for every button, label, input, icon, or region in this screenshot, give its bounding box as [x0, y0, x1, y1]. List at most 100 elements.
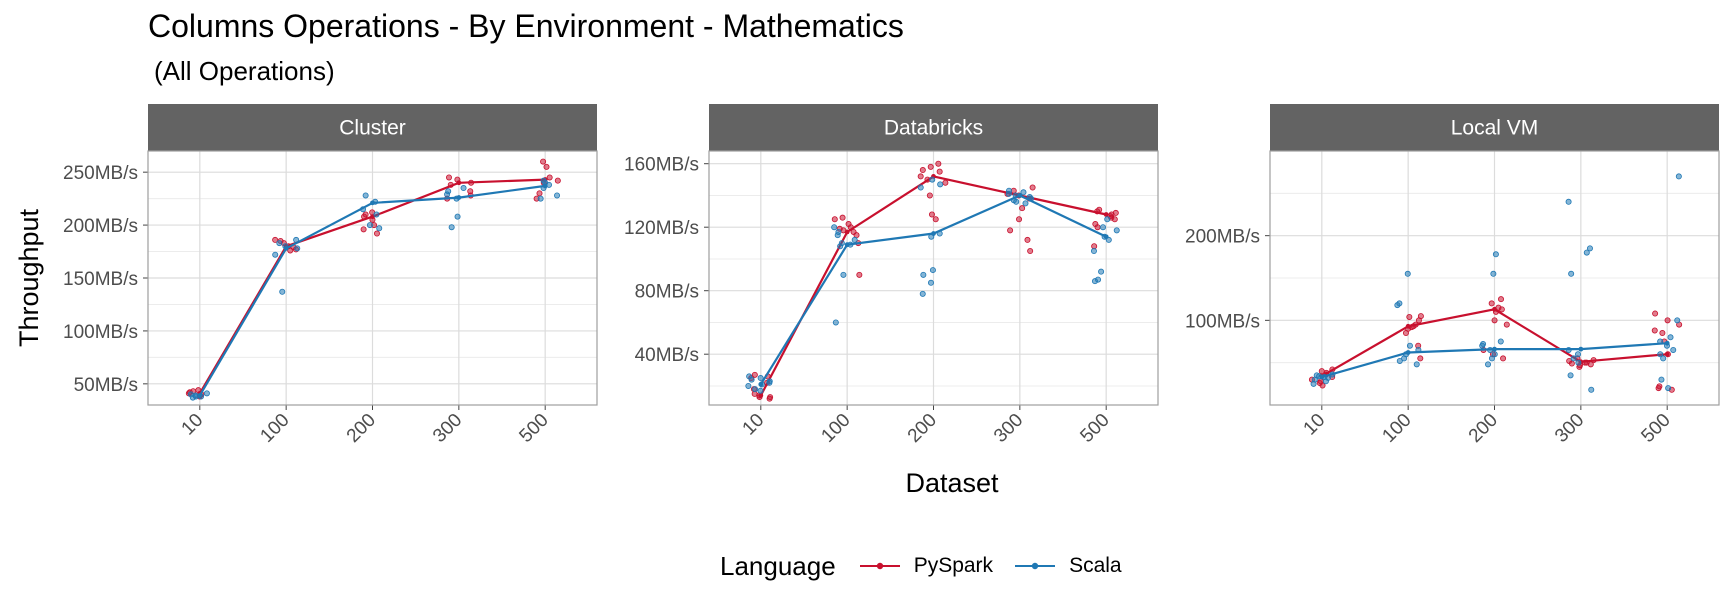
- series-marker-scala: [1664, 340, 1670, 346]
- series-marker-scala: [370, 200, 375, 206]
- series-marker-scala: [758, 381, 764, 387]
- point-scala: [448, 224, 455, 231]
- x-tick-label: 500: [1076, 410, 1113, 447]
- point-scala: [294, 245, 301, 252]
- facet-strip-cluster: [148, 104, 597, 151]
- point-scala: [1095, 276, 1102, 283]
- point-scala: [1660, 355, 1667, 362]
- series-marker-scala: [1405, 350, 1411, 355]
- series-marker-scala: [931, 231, 936, 236]
- series-marker-scala: [1319, 374, 1325, 380]
- x-tick-label: 100: [1378, 410, 1415, 447]
- point-scala: [187, 391, 194, 398]
- point-scala: [1567, 372, 1574, 379]
- y-tick-label: 160MB/s: [624, 155, 699, 176]
- series-marker-pyspark: [758, 393, 764, 398]
- point-scala: [376, 225, 383, 232]
- point-scala: [1090, 248, 1097, 255]
- series-marker-scala: [1103, 234, 1109, 240]
- y-tick-label: 150MB/s: [63, 269, 138, 290]
- point-scala: [937, 181, 944, 188]
- x-tick-label: 10: [1300, 410, 1330, 440]
- series-marker-scala: [283, 245, 289, 251]
- x-tick-label: 300: [1551, 410, 1588, 447]
- panel-cluster: Cluster 50MB/s 100MB/s 150MB/s 200MB/s 250MB/…: [63, 104, 598, 447]
- point-pyspark: [1503, 321, 1510, 328]
- x-tick-label: 10: [178, 410, 208, 440]
- point-pyspark: [1651, 327, 1658, 334]
- point-scala: [1583, 249, 1590, 256]
- facet-label-databricks: Databricks: [884, 117, 983, 140]
- point-pyspark: [1488, 300, 1495, 307]
- point-scala: [840, 271, 847, 278]
- series-marker-pyspark: [456, 180, 462, 186]
- point-scala: [832, 319, 839, 326]
- y-tick-label: 120MB/s: [624, 218, 699, 239]
- point-scala: [1675, 173, 1682, 180]
- point-pyspark: [1568, 360, 1575, 367]
- point-scala: [1565, 198, 1572, 205]
- point-scala: [373, 211, 380, 218]
- point-scala: [1113, 227, 1120, 234]
- point-pyspark: [935, 160, 942, 167]
- point-pyspark: [831, 216, 838, 223]
- point-pyspark: [1317, 378, 1324, 385]
- point-scala: [203, 390, 210, 397]
- point-scala: [927, 279, 934, 286]
- point-pyspark: [373, 230, 380, 237]
- x-tick-label: 200: [904, 410, 941, 447]
- point-pyspark: [1019, 205, 1026, 212]
- point-scala: [851, 236, 858, 243]
- point-scala: [1013, 198, 1020, 205]
- series-marker-scala: [844, 242, 850, 248]
- point-scala: [745, 382, 752, 389]
- point-scala: [1575, 359, 1582, 366]
- y-tick-label: 80MB/s: [635, 282, 699, 303]
- point-pyspark: [1406, 313, 1413, 320]
- point-pyspark: [536, 190, 543, 197]
- point-scala: [835, 228, 842, 235]
- point-scala: [757, 387, 764, 394]
- x-tick-label: 100: [817, 410, 854, 447]
- point-pyspark: [932, 216, 939, 223]
- point-pyspark: [942, 179, 949, 186]
- point-scala: [919, 290, 926, 297]
- point-pyspark: [928, 211, 935, 218]
- y-tick-label: 100MB/s: [63, 322, 138, 343]
- point-pyspark: [1417, 313, 1424, 320]
- point-pyspark: [540, 158, 547, 165]
- point-scala: [920, 271, 927, 278]
- y-axis-title: Throughput: [14, 208, 44, 347]
- point-scala: [831, 224, 838, 231]
- point-pyspark: [287, 247, 294, 254]
- point-pyspark: [1029, 184, 1036, 191]
- point-scala: [1104, 216, 1111, 223]
- series-marker-pyspark: [1664, 351, 1670, 357]
- point-scala: [1099, 224, 1106, 231]
- panel-border-databricks: [708, 150, 1159, 406]
- point-scala: [766, 378, 773, 385]
- point-scala: [746, 373, 753, 380]
- point-pyspark: [1007, 227, 1014, 234]
- facet-strip-databricks: [709, 104, 1158, 151]
- point-pyspark: [1498, 306, 1505, 313]
- point-scala: [1568, 270, 1575, 277]
- chart-title: Columns Operations - By Environment - Ma…: [148, 8, 904, 44]
- point-scala: [752, 386, 759, 393]
- point-pyspark: [1417, 355, 1424, 362]
- x-tick-label: 10: [739, 410, 769, 440]
- y-tick-label: 40MB/s: [635, 345, 699, 366]
- point-scala: [917, 184, 924, 191]
- x-tick-label: 200: [343, 410, 380, 447]
- y-tick-label: 250MB/s: [63, 163, 138, 184]
- point-pyspark: [1652, 310, 1659, 317]
- x-axis-title: Dataset: [905, 468, 999, 498]
- point-scala: [1406, 342, 1413, 349]
- point-pyspark: [927, 163, 934, 170]
- y-tick-label: 100MB/s: [1185, 311, 1260, 332]
- point-scala: [1413, 361, 1420, 368]
- facet-label-cluster: Cluster: [339, 117, 406, 140]
- series-marker-scala: [1017, 193, 1023, 198]
- point-scala: [1396, 300, 1403, 307]
- series-marker-scala: [456, 195, 462, 200]
